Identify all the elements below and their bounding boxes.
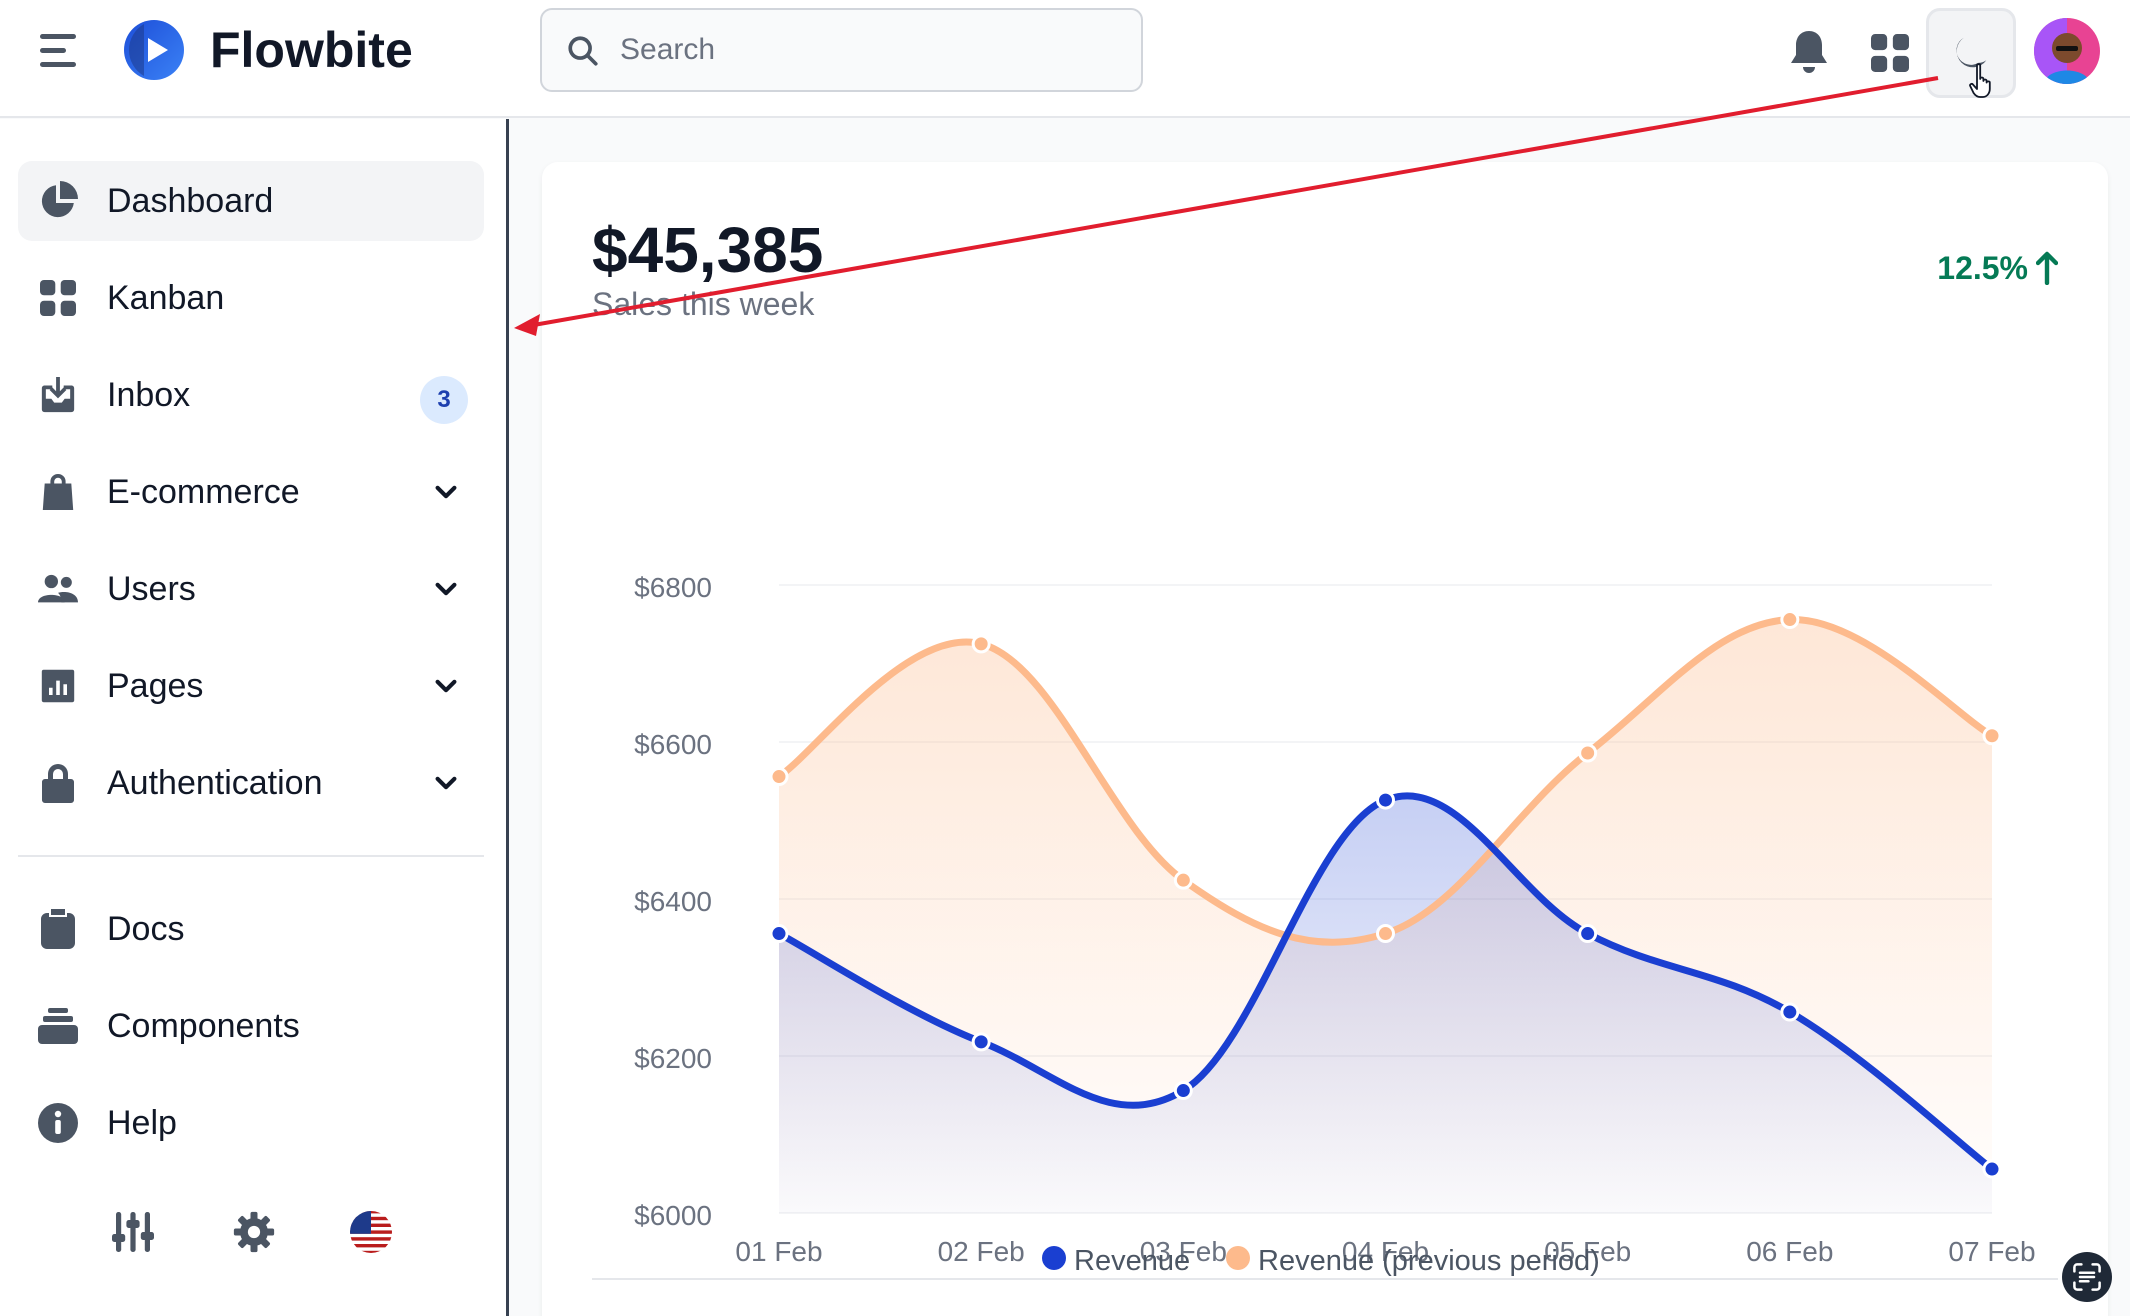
y-tick-label: $6600 — [634, 729, 712, 760]
sidebar-item-pages[interactable]: Pages — [18, 646, 484, 726]
search-icon — [568, 36, 598, 66]
card-divider — [592, 1278, 2058, 1280]
data-point[interactable] — [769, 767, 789, 787]
x-tick-label: 07 Feb — [1948, 1236, 2035, 1267]
inbox-count-badge: 3 — [420, 376, 468, 424]
data-point[interactable] — [971, 1032, 991, 1052]
bell-icon — [1791, 31, 1827, 73]
growth-indicator: 12.5% — [1937, 248, 2058, 288]
legend-label[interactable]: Revenue (previous period) — [1258, 1245, 1600, 1277]
y-tick-label: $6200 — [634, 1043, 712, 1074]
sidebar-divider — [18, 855, 484, 857]
sidebar-item-label: Help — [107, 1104, 177, 1142]
sales-amount: $45,385 — [592, 214, 824, 286]
users-icon — [38, 569, 78, 609]
flowbite-logo[interactable] — [122, 18, 186, 82]
adjustments-button[interactable] — [108, 1207, 158, 1257]
x-tick-label: 06 Feb — [1746, 1236, 1833, 1267]
sidebar-item-label: Kanban — [107, 279, 225, 317]
search-box[interactable] — [540, 8, 1143, 92]
theme-toggle-button[interactable] — [1926, 8, 2016, 98]
adjustments-icon — [112, 1212, 154, 1252]
x-tick-label: 01 Feb — [735, 1236, 822, 1267]
data-point[interactable] — [1173, 870, 1193, 890]
sales-chart-card: $45,385 Sales this week 12.5% $6000 $6200… — [542, 162, 2108, 1316]
chevron-down-icon — [435, 679, 457, 693]
apps-button[interactable] — [1845, 8, 1935, 98]
x-tick-label: 04 Feb — [1342, 1236, 1429, 1267]
sidebar-item-e-commerce[interactable]: E-commerce — [18, 452, 484, 532]
sidebar-item-kanban[interactable]: Kanban — [18, 258, 484, 338]
inbox-icon — [38, 375, 78, 415]
x-tick-label: 03 Feb — [1140, 1236, 1227, 1267]
chevron-down-icon — [435, 776, 457, 790]
series-area-revenue — [779, 795, 1992, 1213]
sidebar-item-label: Components — [107, 1007, 300, 1045]
data-point[interactable] — [971, 634, 991, 654]
us-flag-icon — [350, 1211, 392, 1253]
sidebar-item-label: Docs — [107, 910, 185, 948]
collection-icon — [38, 1006, 78, 1046]
settings-button[interactable] — [229, 1207, 279, 1257]
data-point[interactable] — [1376, 924, 1395, 944]
sidebar-item-inbox[interactable]: Inbox 3 — [18, 355, 484, 435]
hand-cursor-icon — [1969, 63, 1991, 98]
text-scan-icon — [2073, 1263, 2101, 1291]
sidebar-item-label: Authentication — [107, 764, 323, 802]
chevron-down-icon — [435, 582, 457, 596]
y-tick-label: $6000 — [634, 1200, 712, 1231]
clipboard-icon — [38, 909, 78, 949]
sidebar-item-components[interactable]: Components — [18, 986, 484, 1066]
data-point[interactable] — [1173, 1081, 1193, 1101]
sidebar-item-docs[interactable]: Docs — [18, 889, 484, 969]
sidebar-item-label: Inbox — [107, 376, 191, 414]
x-tick-label: 05 Feb — [1544, 1236, 1631, 1267]
sidebar-item-label: Pages — [107, 667, 204, 705]
data-point[interactable] — [769, 924, 789, 944]
sales-subtitle: Sales this week — [592, 286, 815, 322]
sidebar: Dashboard Kanban Inbox 3 E-commerce — [0, 119, 509, 1316]
x-tick-label: 02 Feb — [938, 1236, 1025, 1267]
search-input[interactable] — [620, 24, 1120, 76]
sidebar-item-authentication[interactable]: Authentication — [18, 743, 484, 823]
arrow-up-icon — [2036, 251, 2058, 285]
y-tick-label: $6800 — [634, 572, 712, 603]
document-report-icon — [38, 666, 78, 706]
sidebar-item-dashboard[interactable]: Dashboard — [18, 161, 484, 241]
chart-pie-icon — [38, 181, 78, 221]
legend-marker — [1042, 1246, 1066, 1270]
sidebar-item-users[interactable]: Users — [18, 549, 484, 629]
gear-icon — [233, 1211, 275, 1253]
growth-value: 12.5% — [1937, 250, 2028, 286]
sidebar-item-help[interactable]: Help — [18, 1083, 484, 1163]
legend-marker — [1226, 1246, 1250, 1270]
data-point[interactable] — [1578, 743, 1598, 763]
data-point[interactable] — [1982, 1159, 2002, 1179]
sidebar-item-label: Dashboard — [107, 182, 274, 220]
data-point[interactable] — [1780, 1002, 1800, 1022]
sidebar-item-label: E-commerce — [107, 473, 300, 511]
legend-label[interactable]: Revenue — [1074, 1245, 1190, 1277]
hamburger-icon[interactable] — [40, 34, 78, 68]
revenue-area-chart: $6000 $6200 $6400 $6600 $6800 01 Feb 02 Feb 03 … — [634, 572, 2035, 1277]
brand-name[interactable]: Flowbite — [210, 22, 413, 78]
grid-icon — [38, 278, 78, 318]
sidebar-item-label: Users — [107, 570, 196, 608]
data-point[interactable] — [1780, 610, 1800, 630]
screen-reader-button[interactable] — [2062, 1252, 2112, 1302]
data-point[interactable] — [1578, 924, 1598, 944]
shopping-bag-icon — [38, 472, 78, 512]
info-icon — [38, 1103, 78, 1143]
data-point[interactable] — [1376, 790, 1395, 810]
chevron-down-icon — [435, 485, 457, 499]
notifications-button[interactable] — [1764, 8, 1854, 98]
lock-icon — [38, 763, 78, 803]
apps-grid-icon — [1871, 34, 1909, 72]
language-button[interactable] — [346, 1207, 396, 1257]
avatar[interactable] — [2034, 18, 2100, 84]
y-tick-label: $6400 — [634, 886, 712, 917]
top-navbar: Flowbite — [0, 0, 2130, 118]
data-point[interactable] — [1982, 726, 2002, 746]
